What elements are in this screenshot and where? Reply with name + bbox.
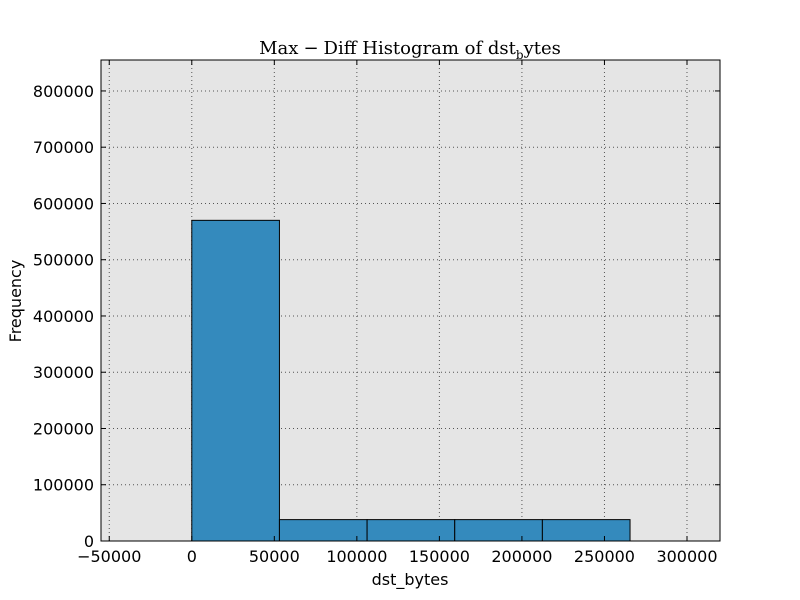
title-minus: − (303, 38, 318, 59)
y-tick-label: 400000 (33, 307, 94, 326)
x-tick-label: 250000 (574, 547, 635, 566)
y-axis: 0 100000 200000 300000 400000 500000 600000 700… (33, 82, 720, 551)
x-tick-label: 50000 (249, 547, 300, 566)
y-tick-label: 500000 (33, 251, 94, 270)
histogram-bar (541, 519, 631, 542)
title-prefix: Max (259, 38, 298, 59)
x-tick-label: 300000 (656, 547, 717, 566)
y-tick-label: 600000 (33, 194, 94, 213)
x-tick-label: 0 (187, 547, 197, 566)
x-axis: −50000 0 50000 100000 150000 200000 250000 3000… (77, 60, 718, 566)
histogram-bar (454, 519, 543, 542)
chart-title: Max − Diff Histogram of dstbytes (259, 38, 561, 62)
plot-frame (100, 59, 721, 542)
title-subscript: b (516, 48, 524, 62)
y-tick-label: 800000 (33, 82, 94, 101)
y-tick-label: 200000 (33, 419, 94, 438)
title-suffix: ytes (523, 38, 561, 59)
title-middle: Diff Histogram of dst (324, 38, 517, 59)
x-tick-label: 200000 (491, 547, 552, 566)
x-axis-label: dst_bytes (372, 570, 449, 590)
y-tick-label: 300000 (33, 363, 94, 382)
x-tick-label: 150000 (409, 547, 470, 566)
histogram-bar (366, 519, 456, 542)
y-tick-label: 100000 (33, 476, 94, 495)
histogram-bar (278, 519, 368, 542)
x-tick-label: 100000 (326, 547, 387, 566)
x-tick-label: −50000 (77, 547, 141, 566)
y-tick-label: 0 (84, 532, 94, 551)
bars (191, 219, 631, 542)
y-axis-label: Frequency (6, 260, 25, 343)
histogram-bar (191, 219, 280, 542)
y-tick-label: 700000 (33, 138, 94, 157)
